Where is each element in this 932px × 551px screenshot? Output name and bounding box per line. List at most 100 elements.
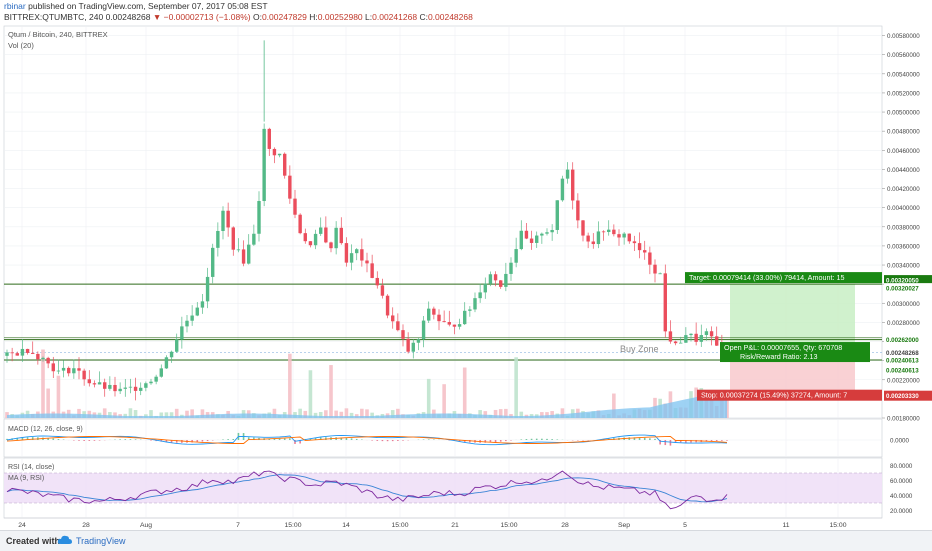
y-tick-label: 0.00440000: [887, 167, 920, 174]
candle-body: [334, 228, 337, 248]
candle-body: [509, 263, 512, 274]
candle-body: [514, 249, 517, 263]
x-tick-label: 15:00: [829, 522, 846, 529]
candle-body: [545, 232, 548, 233]
candle-body: [98, 382, 101, 384]
macd-histogram-bar: [721, 440, 723, 441]
x-tick-label: 28: [561, 522, 569, 529]
stop-price-tag: 0.00203330: [886, 393, 919, 400]
candle-body: [26, 349, 29, 353]
macd-histogram-bar: [556, 439, 558, 440]
candle-body: [293, 199, 296, 215]
macd-histogram-bar: [222, 439, 224, 440]
y-tick-label: 0.00380000: [887, 224, 920, 231]
y-tick-label: 0.00480000: [887, 129, 920, 136]
candle-body: [432, 309, 435, 315]
volume-indicator-label: Vol (20): [8, 41, 34, 50]
macd-histogram-bar: [124, 439, 126, 440]
macd-histogram-bar: [495, 440, 497, 442]
candle-body: [160, 368, 163, 376]
candle-body: [427, 309, 430, 321]
candle-body: [689, 334, 692, 335]
y-tick-label: 0.00280000: [887, 320, 920, 327]
created-with-text: Created with: [6, 536, 60, 546]
target-label: Target: 0.00079414 (33.00%) 79414, Amoun…: [689, 273, 844, 282]
candle-body: [165, 357, 168, 368]
y-tick-label: 0.00220000: [887, 377, 920, 384]
candle-body: [118, 389, 121, 391]
candle-body: [52, 363, 55, 371]
macd-histogram-bar: [227, 439, 229, 440]
candle-body: [715, 336, 718, 345]
x-tick-label: 14: [342, 522, 350, 529]
macd-histogram-bar: [726, 440, 728, 441]
candle-body: [463, 311, 466, 324]
candle-body: [36, 354, 39, 359]
candle-body: [525, 231, 528, 239]
y-tick-label: 0.00540000: [887, 71, 920, 78]
candle-body: [396, 321, 399, 330]
y-tick-label: 0.00500000: [887, 110, 920, 117]
y-tick-label: 0.00580000: [887, 33, 920, 40]
candle-body: [129, 387, 132, 388]
macd-histogram-bar: [289, 438, 291, 440]
candle-body: [154, 377, 157, 382]
candle-body: [700, 335, 703, 342]
candle-body: [273, 149, 276, 155]
candle-body: [669, 331, 672, 341]
candle-body: [530, 239, 533, 243]
candle-body: [406, 339, 409, 352]
candle-body: [232, 227, 235, 249]
candle-body: [329, 242, 332, 248]
candle-body: [422, 321, 425, 340]
x-tick-label: 24: [18, 522, 26, 529]
candle-body: [417, 339, 420, 342]
footer-bar: Created with TradingView: [0, 530, 932, 551]
macd-histogram-bar: [382, 440, 384, 441]
candle-body: [67, 368, 70, 373]
stop-label: Stop: 0.00037274 (15.49%) 37274, Amount:…: [701, 391, 847, 400]
candle-body: [679, 343, 682, 344]
macd-histogram-bar: [536, 439, 538, 440]
candle-body: [581, 220, 584, 235]
chart-canvas[interactable]: 0.005800000.005600000.005400000.00520000…: [0, 0, 932, 530]
candle-body: [324, 227, 327, 242]
macd-histogram-bar: [526, 439, 528, 440]
candle-body: [386, 296, 389, 316]
macd-histogram-bar: [505, 440, 507, 441]
candle-body: [381, 285, 384, 295]
candle-body: [252, 234, 255, 245]
candle-body: [46, 358, 49, 364]
macd-histogram-bar: [670, 440, 672, 446]
risk-reward-label: Risk/Reward Ratio: 2.13: [740, 352, 818, 361]
tradingview-brand[interactable]: TradingView: [76, 536, 126, 546]
y-tick-label: 0.00180000: [887, 416, 920, 423]
x-tick-label: 11: [782, 522, 789, 529]
candle-body: [468, 309, 471, 310]
candle-body: [694, 334, 697, 342]
candle-body: [108, 385, 111, 389]
macd-histogram-bar: [551, 439, 553, 440]
candle-body: [72, 368, 75, 373]
volume-bar: [329, 365, 333, 418]
candle-body: [345, 243, 348, 263]
macd-histogram-bar: [664, 440, 666, 445]
candle-body: [340, 228, 343, 243]
volume-bar: [463, 368, 467, 418]
candle-body: [664, 273, 667, 331]
candle-body: [268, 129, 271, 149]
macd-histogram-bar: [135, 439, 137, 440]
volume-price-tag: 0.00240613: [886, 368, 919, 375]
candle-body: [134, 387, 137, 391]
y-tick-label: 0.00340000: [887, 263, 920, 270]
candle-body: [499, 280, 502, 287]
macd-histogram-bar: [371, 440, 373, 441]
candle-body: [684, 335, 687, 343]
candle-body: [412, 343, 415, 352]
macd-histogram-bar: [520, 439, 522, 440]
candle-body: [566, 170, 569, 179]
candle-body: [149, 382, 152, 384]
rsi-y-tick-label: 60.0000: [890, 478, 913, 485]
x-tick-label: 15:00: [284, 522, 301, 529]
x-tick-label: 7: [236, 522, 240, 529]
